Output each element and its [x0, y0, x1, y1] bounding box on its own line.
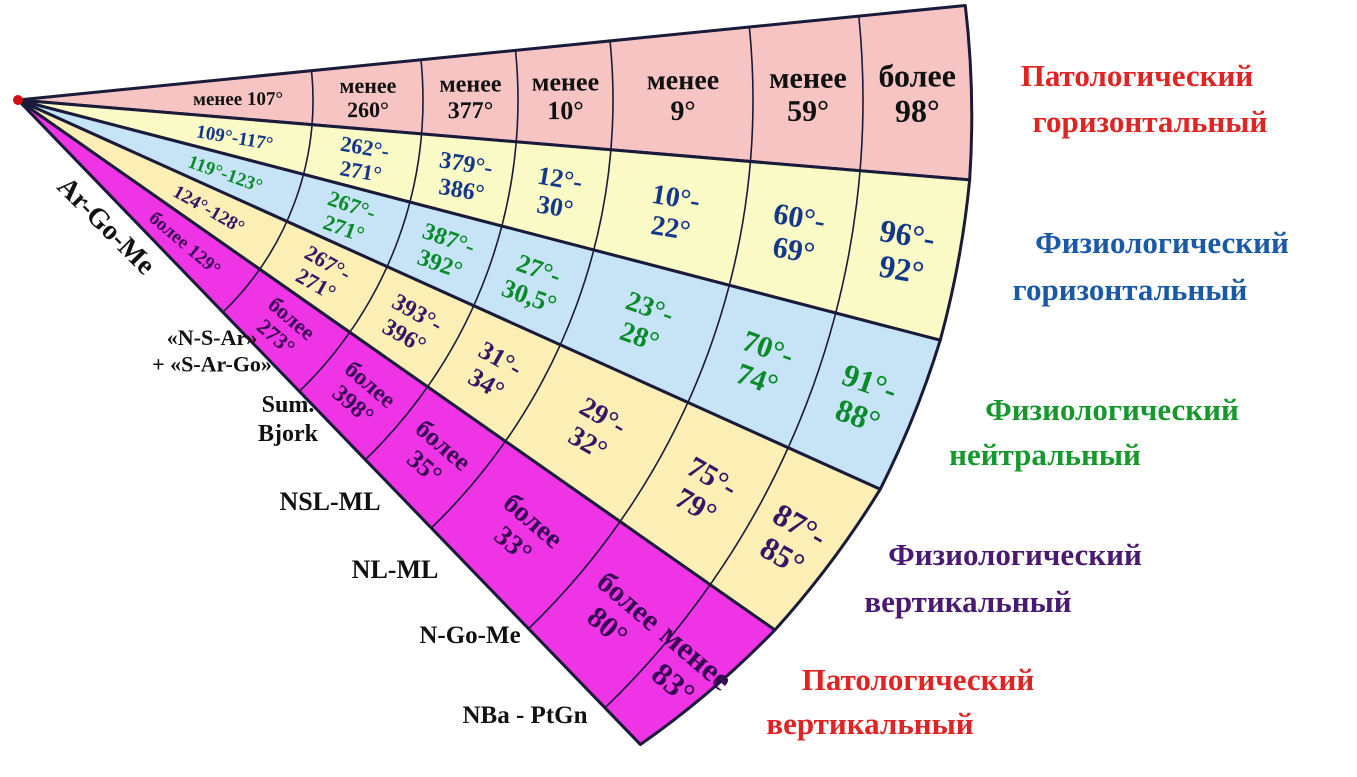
- type-label-line: горизонтальный: [1013, 272, 1248, 307]
- column-divider: [222, 70, 314, 313]
- cell-value: более 98°: [878, 57, 956, 129]
- type-label: Физиологический вертикальный: [864, 537, 1142, 619]
- parameter-label: «N-S-Ar» + «S-Ar-Go»: [152, 325, 272, 376]
- cell-value: 10°-22°: [644, 179, 702, 248]
- cell-value: менее 9°: [647, 65, 720, 127]
- cell-line: менее: [532, 67, 599, 96]
- cell-line: 69°: [770, 231, 817, 271]
- type-label: Физиологический нейтральный: [949, 392, 1239, 472]
- parameter-line: + «S-Ar-Go»: [152, 351, 272, 376]
- cell-line: менее: [769, 62, 847, 95]
- cell-line: более: [878, 57, 956, 93]
- cell-value: 379°-386°: [433, 147, 495, 208]
- cell-line: 98°: [895, 93, 940, 129]
- cell-value: менее 59°: [769, 62, 847, 128]
- column-divider: [298, 59, 424, 392]
- column-divider: [364, 50, 519, 461]
- cell-value: 70°-74°: [727, 324, 798, 404]
- cell-line: 59°: [787, 95, 829, 128]
- column-divider: [604, 15, 864, 709]
- type-label: Патологический горизонтальный: [1021, 58, 1268, 139]
- cell-line: 260°: [347, 97, 389, 122]
- column-dividers: [222, 15, 864, 709]
- parameter-line: Sum.: [262, 392, 315, 418]
- column-divider: [430, 40, 614, 529]
- type-label: Физиологический горизонтальный: [1013, 225, 1289, 307]
- type-label-line: Физиологический: [985, 392, 1239, 427]
- cell-line: менее 107°: [193, 89, 283, 110]
- type-label-line: горизонтальный: [1033, 104, 1268, 139]
- type-label: Патологический вертикальный: [766, 662, 1034, 741]
- band-4: [16, 98, 777, 747]
- parameter-line: NSL-ML: [279, 487, 380, 516]
- column-divider: [528, 26, 754, 630]
- cell-line: 10°: [547, 96, 584, 125]
- type-label-line: Патологический: [802, 662, 1035, 697]
- cell-value: менее 10°: [532, 67, 600, 125]
- cell-line: 22°: [649, 210, 693, 247]
- cell-line: менее: [339, 73, 396, 98]
- parameter-label: NBa - PtGn: [463, 702, 588, 729]
- origin-point: [13, 95, 23, 105]
- cell-value: менее 377°: [439, 71, 502, 124]
- parameter-label: Sum. Bjork: [258, 392, 319, 447]
- parameter-line: «N-S-Ar»: [167, 325, 257, 350]
- parameter-label: NSL-ML: [279, 487, 380, 516]
- cell-line: 9°: [670, 96, 695, 127]
- cell-line: менее: [439, 71, 502, 97]
- cell-value: 96°-92°: [871, 212, 938, 292]
- parameter-line: N-Go-Me: [419, 622, 520, 649]
- type-label-line: вертикальный: [864, 584, 1071, 619]
- parameter-line: Bjork: [258, 421, 319, 447]
- cell-line: 30°: [535, 190, 576, 225]
- type-label-line: Патологический: [1021, 58, 1254, 93]
- type-label-line: Физиологический: [1035, 225, 1289, 260]
- type-label-line: Физиологический: [888, 537, 1142, 572]
- cell-line: 377°: [448, 98, 494, 124]
- cell-line: 92°: [877, 248, 927, 291]
- cell-line: менее: [647, 65, 720, 96]
- cell-value: менее 107°: [193, 89, 283, 110]
- type-label-line: вертикальный: [766, 706, 973, 741]
- cell-value: менее 260°: [339, 73, 396, 122]
- cell-value: 60°-69°: [765, 197, 827, 271]
- parameter-labels: Ar-Go-Me«N-S-Ar» + «S-Ar-Go»Sum. BjorkNSL-…: [51, 171, 588, 729]
- parameter-label: NL-ML: [352, 555, 439, 584]
- type-label-line: нейтральный: [949, 437, 1141, 472]
- cell-value: 12°-30°: [531, 161, 585, 225]
- parameter-label: N-Go-Me: [419, 622, 520, 649]
- parameter-line: NL-ML: [352, 555, 439, 584]
- parameter-line: NBa - PtGn: [463, 702, 588, 729]
- type-labels: ПатологическийгоризонтальныйФизиологичес…: [766, 58, 1289, 741]
